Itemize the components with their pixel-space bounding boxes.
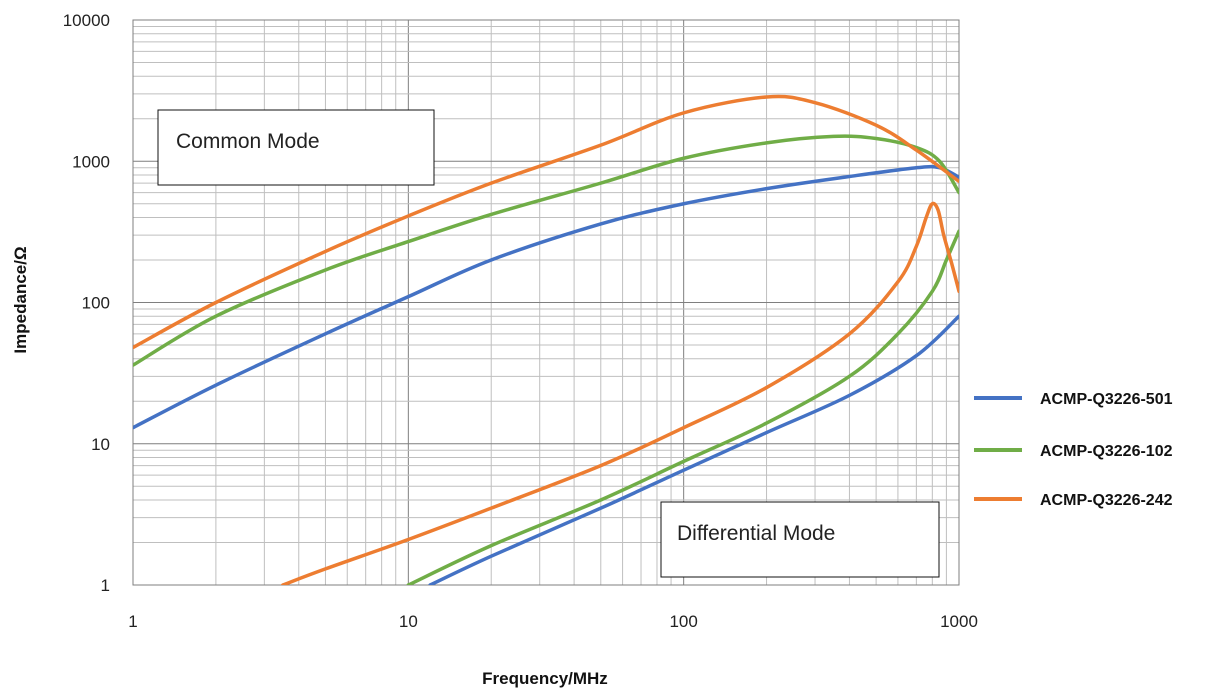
y-tick-labels: 1 10 100 1000 10000 (63, 11, 110, 595)
x-tick-label: 10 (399, 612, 418, 631)
x-axis-title: Frequency/MHz (482, 669, 608, 688)
y-tick-label: 1 (101, 576, 110, 595)
legend-label: ACMP-Q3226-242 (1040, 492, 1173, 509)
legend-label: ACMP-Q3226-501 (1040, 391, 1173, 408)
x-tick-label: 100 (669, 612, 697, 631)
y-axis-title: Impedance/Ω (11, 246, 30, 353)
series-line-acmp-q3226-102-differential-mode (406, 229, 959, 585)
annotation-differential-mode: Differential Mode (660, 501, 940, 578)
x-tick-labels: 1 10 100 1000 (128, 612, 978, 631)
y-tick-label: 1000 (72, 152, 110, 171)
series-lines (133, 94, 959, 585)
differential-mode-label: Differential Mode (677, 522, 835, 545)
x-tick-label: 1 (128, 612, 137, 631)
y-tick-label: 100 (82, 294, 110, 313)
common-mode-label: Common Mode (176, 130, 320, 153)
y-tick-label: 10000 (63, 11, 110, 30)
legend-label: ACMP-Q3226-102 (1040, 443, 1173, 460)
y-tick-label: 10 (91, 435, 110, 454)
series-line-acmp-q3226-501-differential-mode (428, 314, 959, 585)
legend: ACMP-Q3226-501 ACMP-Q3226-102 ACMP-Q3226-2… (974, 391, 1173, 509)
x-tick-label: 1000 (940, 612, 978, 631)
plot-border (132, 19, 960, 586)
differential-mode-box (660, 501, 940, 578)
series-line-acmp-q3226-242-common-mode (133, 94, 959, 350)
annotation-common-mode: Common Mode (157, 109, 435, 186)
series-line-acmp-q3226-501-common-mode (133, 164, 959, 430)
series-line-acmp-q3226-242-differential-mode (281, 201, 959, 585)
common-mode-box (157, 109, 435, 186)
